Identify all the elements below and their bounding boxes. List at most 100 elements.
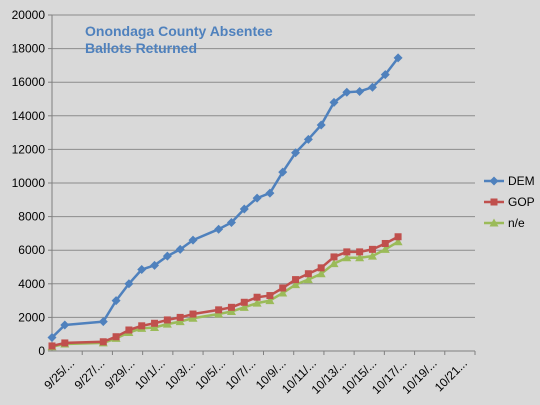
data-point — [291, 148, 301, 158]
y-tick-label: 14000 — [12, 109, 46, 123]
data-point — [252, 193, 262, 203]
data-point — [150, 260, 160, 270]
y-tick-label: 8000 — [18, 210, 45, 224]
legend-label: n/e — [508, 216, 525, 230]
data-point — [163, 316, 171, 324]
data-point — [138, 322, 146, 330]
data-point — [240, 298, 248, 306]
data-point — [329, 97, 339, 107]
data-point — [329, 259, 339, 268]
x-tick-label: 9/25/... — [41, 356, 77, 392]
data-point — [47, 333, 57, 343]
data-point — [316, 120, 326, 130]
data-point — [48, 342, 56, 350]
data-point — [215, 306, 223, 314]
data-point — [125, 326, 133, 334]
data-point — [214, 309, 224, 318]
data-point — [343, 248, 351, 256]
data-point — [279, 284, 287, 292]
data-point — [226, 217, 236, 227]
data-point — [489, 176, 499, 186]
data-point — [265, 296, 275, 305]
grid — [52, 14, 475, 352]
data-point — [253, 293, 261, 301]
y-tick-label: 20000 — [12, 8, 46, 22]
legend-item-dem: DEM — [484, 174, 535, 188]
y-tick-label: 10000 — [12, 176, 46, 190]
data-point — [188, 235, 198, 245]
x-tick-label: 10/5/... — [192, 356, 228, 392]
data-point — [137, 265, 147, 275]
data-point — [252, 298, 262, 307]
data-point — [151, 319, 159, 327]
data-point — [393, 237, 403, 246]
x-tick-label: 10/3/... — [162, 356, 198, 392]
data-point — [381, 239, 389, 247]
x-tick-label: 10/21... — [432, 356, 470, 394]
x-tick-label: 9/29/... — [102, 356, 138, 392]
legend: DEM GOP n/e — [484, 174, 535, 230]
data-point — [367, 251, 377, 260]
data-point — [150, 322, 160, 331]
data-point — [303, 134, 313, 144]
data-point — [111, 296, 121, 306]
data-point — [239, 302, 249, 311]
data-point — [60, 320, 70, 330]
y-tick-label: 4000 — [18, 277, 45, 291]
data-point — [175, 244, 185, 254]
legend-label: DEM — [508, 174, 535, 188]
data-point — [342, 87, 352, 97]
legend-label: GOP — [508, 195, 535, 209]
data-point — [278, 288, 288, 297]
data-point — [98, 317, 108, 327]
data-point — [304, 270, 312, 278]
series-gop — [48, 233, 402, 350]
y-tick-label: 12000 — [12, 142, 46, 156]
data-point — [239, 204, 249, 214]
data-point — [162, 251, 172, 261]
data-point — [99, 338, 107, 346]
data-point — [188, 313, 198, 322]
data-point — [175, 317, 185, 326]
data-point — [355, 253, 365, 262]
data-point — [291, 280, 301, 289]
data-point — [317, 264, 325, 272]
data-point — [266, 292, 274, 300]
data-point — [189, 310, 197, 318]
y-tick-label: 0 — [38, 344, 45, 358]
data-point — [278, 167, 288, 177]
series-layer — [47, 53, 403, 351]
data-point — [490, 198, 498, 206]
data-point — [227, 303, 235, 311]
data-point — [342, 253, 352, 262]
x-tick-label: 9/27/... — [72, 356, 108, 392]
data-point — [292, 276, 300, 284]
data-point — [61, 339, 69, 347]
y-tick-label: 18000 — [12, 42, 46, 56]
data-point — [265, 188, 275, 198]
series-dem — [47, 53, 403, 343]
data-point — [303, 275, 313, 284]
y-tick-label: 2000 — [18, 310, 45, 324]
x-tick-label: 10/7/... — [223, 356, 259, 392]
data-point — [367, 82, 377, 92]
data-point — [489, 218, 499, 227]
data-point — [330, 253, 338, 261]
data-point — [226, 307, 236, 316]
data-point — [380, 70, 390, 80]
axes: 0 2000 4000 6000 8000 10000 12000 14000 16000 180… — [12, 8, 476, 397]
data-point — [393, 53, 403, 63]
data-point — [124, 279, 134, 289]
x-tick-label: 10/1/... — [132, 356, 168, 392]
legend-item-gop: GOP — [484, 195, 535, 209]
data-point — [368, 245, 376, 253]
data-point — [112, 333, 120, 341]
series-line — [51, 57, 400, 339]
chart-title-line: Ballots Returned — [85, 40, 197, 56]
data-point — [316, 269, 326, 278]
data-point — [380, 244, 390, 253]
data-point — [214, 224, 224, 234]
